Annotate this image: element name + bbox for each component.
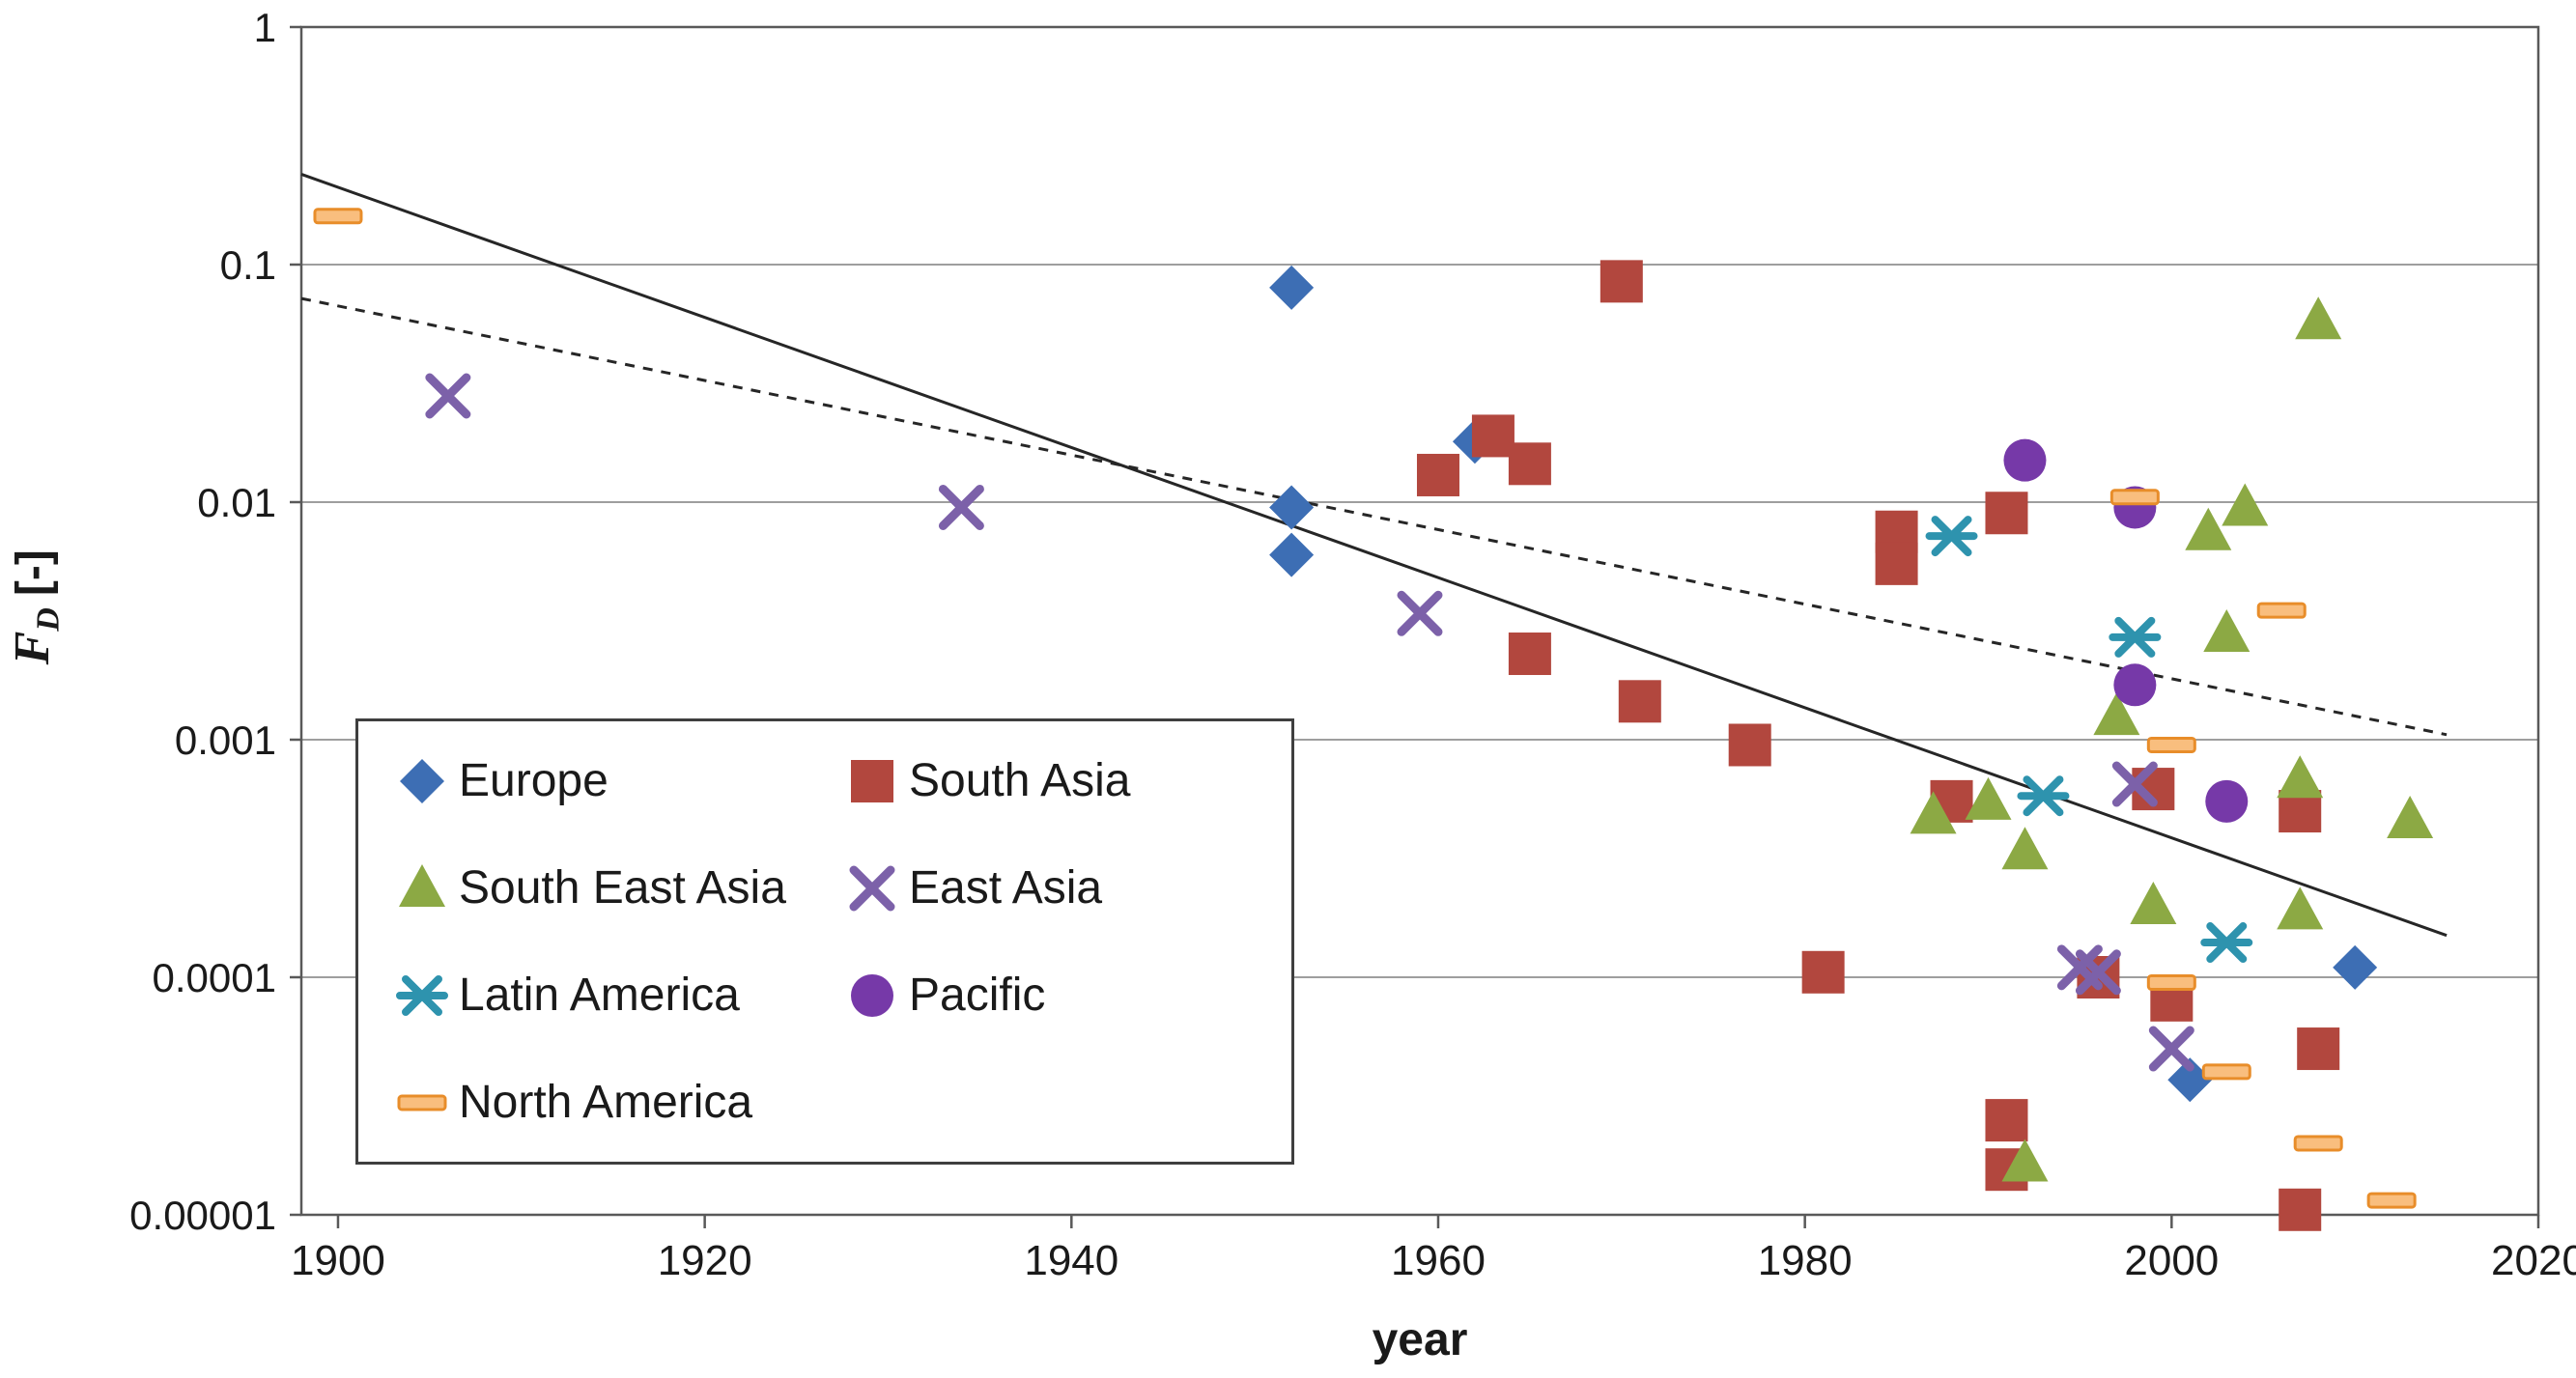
legend-label: South East Asia xyxy=(459,862,786,914)
legend-label: South Asia xyxy=(909,755,1131,806)
triangle-marker-icon xyxy=(399,863,445,907)
x-tick-label: 1980 xyxy=(1758,1237,1853,1284)
x-tick-label: 2000 xyxy=(2124,1237,2219,1284)
asterisk-marker-icon xyxy=(396,974,448,1016)
y-tick-label: 1 xyxy=(254,5,276,50)
legend-label: North America xyxy=(459,1077,753,1128)
y-tick-label: 0.1 xyxy=(220,242,276,288)
series-europe xyxy=(1269,265,2378,1103)
dashed-trendline xyxy=(300,296,2448,737)
legend-label: Europe xyxy=(459,755,609,806)
x-tick-label: 1920 xyxy=(658,1237,752,1284)
legend-item-south-asia: South Asia xyxy=(841,727,1291,834)
axis-ticks xyxy=(290,25,2540,1228)
legend: Europe South East Asia Latin America North … xyxy=(355,718,1294,1165)
x-tick-label: 2020 xyxy=(2491,1237,2576,1284)
series-south-east-asia xyxy=(1910,296,2434,1182)
series-latin-america xyxy=(1925,516,2253,964)
legend-item-europe: Europe xyxy=(391,727,841,834)
legend-item-south-east-asia: South East Asia xyxy=(391,834,841,942)
series-north-america xyxy=(313,208,2417,1209)
x-tick-label: 1960 xyxy=(1391,1237,1486,1284)
dash-marker-icon xyxy=(397,1094,447,1111)
diamond-marker-icon xyxy=(400,758,444,803)
legend-label: East Asia xyxy=(909,862,1103,914)
solid-trendline xyxy=(300,173,2448,938)
y-tick-label: 0.01 xyxy=(197,480,276,525)
y-tick-label: 0.00001 xyxy=(129,1193,276,1238)
x-axis-title: year xyxy=(1372,1314,1468,1365)
plot-border xyxy=(299,25,2540,1217)
series-east-asia xyxy=(425,373,2194,1072)
y-tick-label: 0.0001 xyxy=(153,955,276,1000)
x-marker-icon xyxy=(849,865,895,911)
legend-label: Pacific xyxy=(909,970,1046,1021)
y-tick-label: 0.001 xyxy=(175,717,276,763)
square-marker-icon xyxy=(851,759,893,802)
legend-item-latin-america: Latin America xyxy=(391,942,841,1049)
x-tick-label: 1900 xyxy=(291,1237,385,1284)
tick-labels: 1900 1920 1940 1960 1980 2000 2020 1 0.1 0.01 0.00… xyxy=(129,5,2576,1284)
legend-item-east-asia: East Asia xyxy=(841,834,1291,942)
legend-label: Latin America xyxy=(459,970,740,1021)
x-tick-label: 1940 xyxy=(1024,1237,1118,1284)
legend-item-pacific: Pacific xyxy=(841,942,1291,1049)
circle-marker-icon xyxy=(851,973,893,1017)
legend-item-north-america: North America xyxy=(391,1049,841,1156)
